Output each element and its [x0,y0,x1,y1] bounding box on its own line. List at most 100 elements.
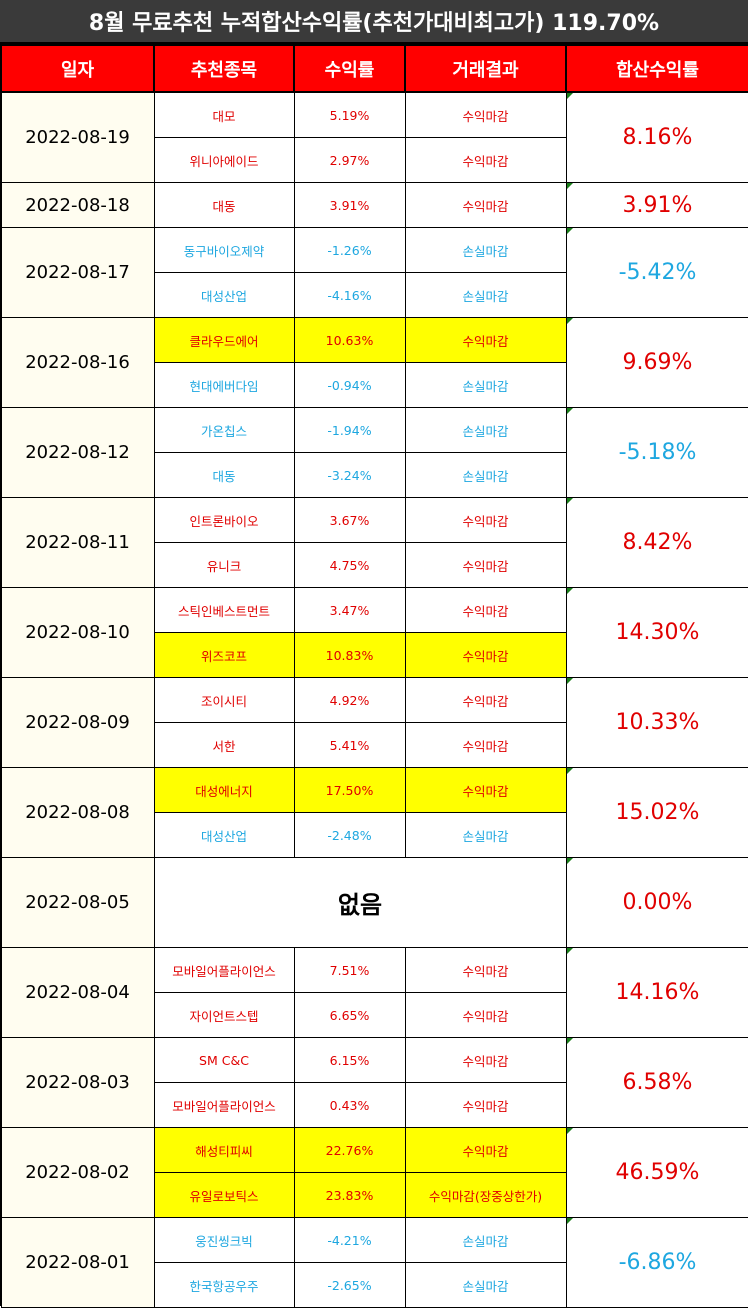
table-row: 2022-08-17 동구바이오제약 -1.26% 손실마감 -5.42% [0,227,748,318]
stock-name-cell: 유니크 [153,542,295,588]
return-rate-cell: 0.43% [293,1082,406,1128]
return-rate-cell: 3.47% [293,587,406,633]
stock-name-cell: 대모 [153,91,295,138]
trade-result-cell: 수익마감 [404,1127,567,1173]
table-row: 2022-08-08 대성에너지 17.50% 수익마감 15.02% [0,767,748,858]
stock-name-cell: 스틱인베스트먼트 [153,587,295,633]
trade-result-cell: 수익마감 [404,722,567,768]
trade-result-cell: 수익마감 [404,947,567,993]
trade-result-cell: 수익마감 [404,1082,567,1128]
total-return-cell: 3.91% [565,182,748,228]
return-rate-cell: 23.83% [293,1172,406,1218]
return-rate-cell: 6.65% [293,992,406,1038]
trade-result-cell: 손실마감 [404,362,567,408]
stock-name-cell: 대동 [153,452,295,498]
stock-name-cell: 클라우드에어 [153,317,295,363]
return-rate-cell: -2.48% [293,812,406,858]
return-rate-cell: -4.21% [293,1217,406,1263]
table-row: 대성산업 -4.16% 손실마감 [1,272,748,318]
table-row: 2022-08-18 대동 3.91% 수익마감 3.91% [0,182,748,228]
return-rate-cell: 3.67% [293,497,406,543]
stock-name-cell: 현대에버다임 [153,362,295,408]
return-rate-cell: -2.65% [293,1262,406,1308]
trade-result-cell: 수익마감 [404,497,567,543]
header-total: 합산수익률 [565,44,748,93]
trade-result-cell: 손실마감 [404,407,567,453]
total-return-cell: 8.16% [565,91,748,183]
date-cell: 2022-08-19 [0,91,155,183]
trade-result-cell: 수익마감 [404,677,567,723]
trade-result-cell: 수익마감 [404,632,567,678]
trade-result-cell: 수익마감 [404,992,567,1038]
total-return-cell: 8.42% [565,497,748,588]
table-row: 서한 5.41% 수익마감 [1,722,748,768]
table-row: 2022-08-19 대모 5.19% 수익마감 8.16% [0,91,748,183]
return-rate-cell: 5.19% [293,91,406,138]
table-row: 유일로보틱스 23.83% 수익마감(장중상한가) [1,1172,748,1218]
trade-result-cell: 수익마감 [404,1037,567,1083]
total-return-cell: 6.58% [565,1037,748,1128]
stock-name-cell: 위니아에이드 [153,137,295,183]
stock-name-cell: 대성산업 [153,812,295,858]
return-rate-cell: 2.97% [293,137,406,183]
total-return-cell: -6.86% [565,1217,748,1308]
return-rate-cell: 10.63% [293,317,406,363]
date-cell: 2022-08-12 [0,407,155,498]
table-row: 2022-08-11 인트론바이오 3.67% 수익마감 8.42% [0,497,748,588]
return-rate-cell: 3.91% [293,182,406,228]
trade-result-cell: 수익마감 [404,542,567,588]
stock-name-cell: 한국항공우주 [153,1262,295,1308]
stock-name-cell: 자이언트스텝 [153,992,295,1038]
trade-result-cell: 수익마감 [404,137,567,183]
stock-name-cell: 대동 [153,182,295,228]
return-rate-cell: -4.16% [293,272,406,318]
table-row: 2022-08-12 가온칩스 -1.94% 손실마감 -5.18% [0,407,748,498]
stock-name-cell: 대성에너지 [153,767,295,813]
no-recommendation-cell: 없음 [153,857,567,948]
return-rate-cell: 7.51% [293,947,406,993]
table-row: 2022-08-04 모바일어플라이언스 7.51% 수익마감 14.16% [0,947,748,1038]
date-cell: 2022-08-17 [0,227,155,318]
table-row: 2022-08-05 없음 0.00% [0,857,748,948]
total-return-cell: 14.30% [565,587,748,678]
table-row: 2022-08-02 해성티피씨 22.76% 수익마감 46.59% [0,1127,748,1218]
stock-name-cell: 위즈코프 [153,632,295,678]
trade-result-cell: 수익마감 [404,182,567,228]
stock-name-cell: 서한 [153,722,295,768]
stock-name-cell: 모바일어플라이언스 [153,947,295,993]
stock-name-cell: 웅진씽크빅 [153,1217,295,1263]
trade-result-cell: 손실마감 [404,1217,567,1263]
table-body: 2022-08-19 대모 5.19% 수익마감 8.16% 위니아에이드 2.97% 수익마… [0,91,748,1308]
date-cell: 2022-08-02 [0,1127,155,1218]
date-cell: 2022-08-01 [0,1217,155,1308]
date-cell: 2022-08-05 [0,857,155,948]
stock-name-cell: 동구바이오제약 [153,227,295,273]
table-row: 모바일어플라이언스 0.43% 수익마감 [1,1082,748,1128]
total-return-cell: 46.59% [565,1127,748,1218]
table-row: 2022-08-10 스틱인베스트먼트 3.47% 수익마감 14.30% [0,587,748,678]
total-return-cell: 10.33% [565,677,748,768]
return-rate-cell: 4.75% [293,542,406,588]
header-row: 일자 추천종목 수익률 거래결과 합산수익률 [0,44,748,93]
trade-result-cell: 손실마감 [404,272,567,318]
total-return-cell: 14.16% [565,947,748,1038]
total-return-cell: 9.69% [565,317,748,408]
date-cell: 2022-08-04 [0,947,155,1038]
header-result: 거래결과 [404,44,567,93]
table-row: 대성산업 -2.48% 손실마감 [1,812,748,858]
date-cell: 2022-08-03 [0,1037,155,1128]
trade-result-cell: 수익마감 [404,317,567,363]
total-return-cell: 0.00% [565,857,748,948]
header-rate: 수익률 [293,44,406,93]
trade-result-cell: 손실마감 [404,452,567,498]
stock-name-cell: 인트론바이오 [153,497,295,543]
return-rate-cell: 17.50% [293,767,406,813]
date-cell: 2022-08-18 [0,182,155,228]
date-cell: 2022-08-10 [0,587,155,678]
return-rate-cell: -0.94% [293,362,406,408]
total-return-cell: -5.42% [565,227,748,318]
date-cell: 2022-08-09 [0,677,155,768]
table-row: 유니크 4.75% 수익마감 [1,542,748,588]
stock-name-cell: SM C&C [153,1037,295,1083]
total-return-cell: -5.18% [565,407,748,498]
